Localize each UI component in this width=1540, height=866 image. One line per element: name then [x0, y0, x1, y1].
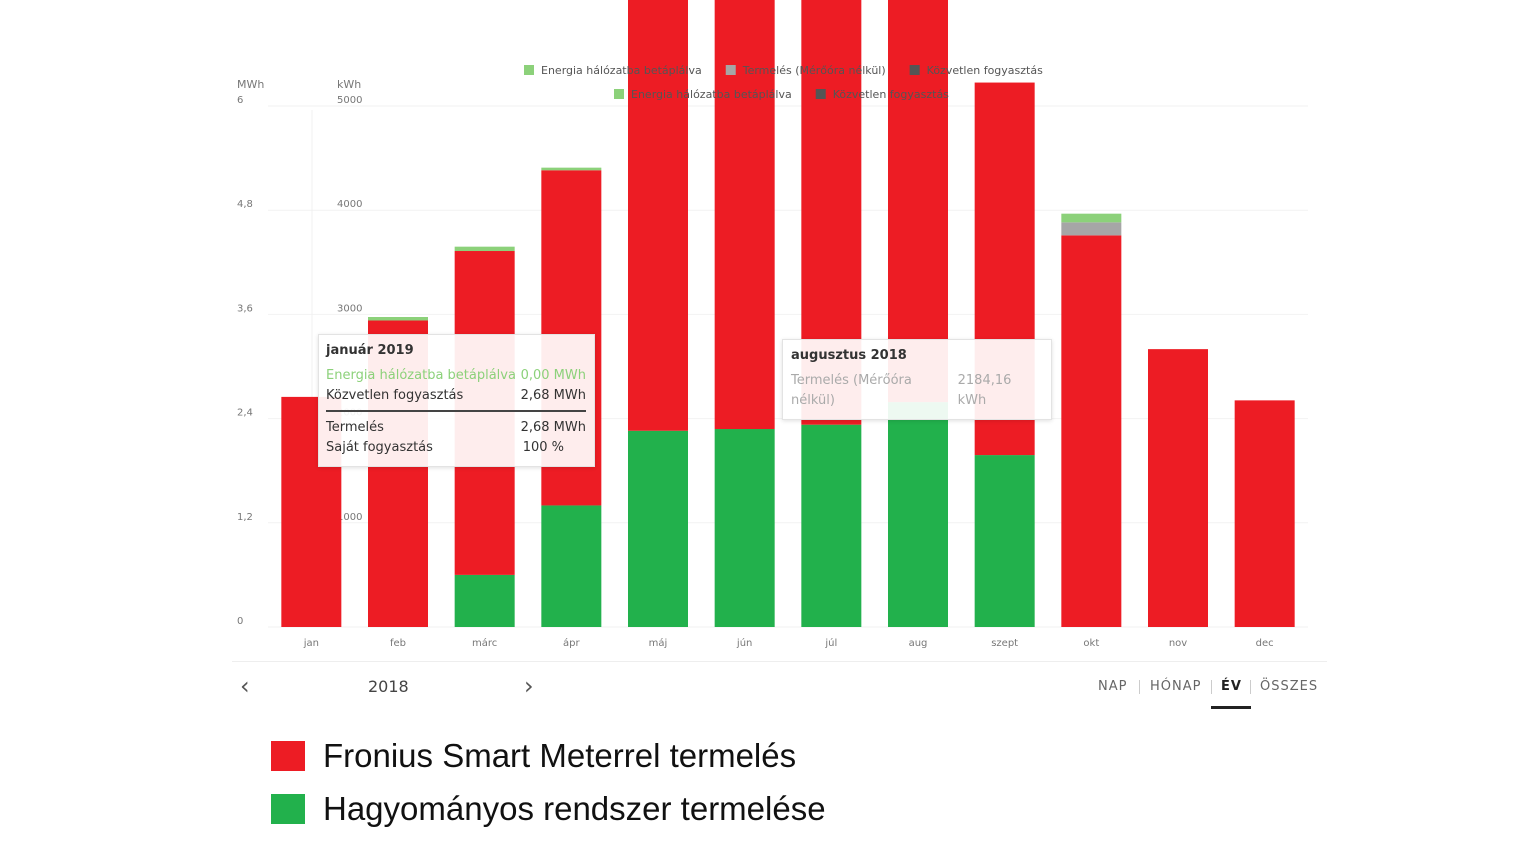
y-tick-label-left: 4,8 [237, 199, 253, 210]
legend-label: Közvetlen fogyasztás [833, 88, 949, 101]
period-tab-year[interactable]: ÉV [1221, 679, 1242, 694]
tooltip-row-production: Termelés 2,68 MWh [326, 418, 586, 438]
tooltip-value: 2184,16 kWh [957, 373, 1012, 408]
x-tick-label: dec [1256, 638, 1274, 649]
tooltip-row-production-no-meter: Termelés (Mérőóra nélkül) 2184,16 kWh [791, 371, 1043, 411]
bar-nov [1148, 349, 1208, 627]
tooltip-label: Saját fogyasztás [326, 440, 433, 455]
legend-swatch [271, 794, 305, 824]
y-unit-right: kWh [337, 78, 361, 91]
x-tick-label: szept [991, 638, 1018, 649]
tooltip-january: január 2019 Energia hálózatba betáplálva… [318, 334, 595, 467]
y-tick-label-left: 3,6 [237, 303, 253, 314]
bar-máj [628, 0, 688, 431]
bar-márc [454, 246, 515, 252]
bar-ápr [541, 167, 602, 171]
legend-swatch [271, 741, 305, 771]
tooltip-label: Közvetlen fogyasztás [326, 388, 464, 403]
bar-aug [888, 402, 948, 627]
legend-swatch [909, 65, 920, 75]
legend-label: Közvetlen fogyasztás [927, 64, 1043, 77]
tooltip-label: Energia hálózatba betáplálva [326, 368, 516, 383]
year-label: 2018 [368, 677, 409, 696]
bar-feb [368, 317, 428, 321]
x-tick-label: okt [1083, 638, 1099, 649]
x-axis: jan feb márc ápr máj jún júl aug szept okt nov dec [303, 637, 1274, 649]
legend-label: Termelés (Mérőóra nélkül) [742, 64, 886, 77]
x-tick-label: máj [649, 637, 668, 649]
tooltip-row-direct-consumption: Közvetlen fogyasztás 2,68 MWh [326, 386, 586, 406]
tooltip-row-feed-in: Energia hálózatba betáplálva 0,00 MWh [326, 366, 586, 386]
y-tick-label-right: 3000 [337, 303, 362, 314]
active-tab-indicator [1211, 706, 1251, 709]
period-separator [1250, 680, 1251, 694]
tooltip-value: 0,00 MWh [520, 368, 586, 383]
period-separator [1139, 680, 1140, 694]
x-tick-label: márc [472, 637, 497, 649]
y-tick-label-right: 5000 [337, 95, 362, 106]
bar-dec [1234, 400, 1295, 627]
legend-label: Energia hálózatba betáplálva [541, 64, 702, 77]
bar-jún [714, 0, 775, 430]
x-tick-label: ápr [563, 637, 580, 649]
period-tab-month[interactable]: HÓNAP [1150, 679, 1202, 694]
bar-okt [1061, 213, 1122, 223]
tooltip-title: augusztus 2018 [791, 348, 907, 363]
bar-ápr [541, 505, 602, 627]
tooltip-title: január 2019 [326, 343, 414, 358]
x-tick-label: jún [736, 637, 752, 649]
tooltip-value: 2,68 MWh [520, 420, 586, 435]
tooltip-row-self-consumption: Saját fogyasztás 100 % [326, 438, 586, 458]
chevron-left-icon[interactable]: ‹ [240, 672, 250, 700]
period-tab-day[interactable]: NAP [1098, 679, 1128, 694]
bar-máj [628, 430, 688, 627]
tooltip-august: augusztus 2018 Termelés (Mérőóra nélkül)… [782, 339, 1052, 420]
bar-szept [974, 455, 1035, 627]
legend-swatch [524, 65, 534, 75]
bottom-legend-item-traditional: Hagyományos rendszer termelése [271, 790, 826, 828]
y-tick-label-left: 1,2 [237, 512, 253, 523]
legend-label: Energia hálózatba betáplálva [631, 88, 792, 101]
bottom-legend-item-smart-meter: Fronius Smart Meterrel termelés [271, 737, 796, 775]
x-tick-label: júl [824, 637, 837, 649]
legend-label: Hagyományos rendszer termelése [323, 790, 826, 827]
chevron-right-icon[interactable]: › [524, 672, 534, 700]
bar-jún [714, 429, 775, 627]
top-legend: Energia hálózatba betáplálva Termelés (Mé… [524, 64, 1043, 101]
legend-swatch [725, 65, 736, 75]
x-tick-label: nov [1169, 638, 1187, 649]
tooltip-separator [326, 410, 586, 412]
tooltip-value: 100 % [522, 440, 564, 455]
y-tick-label-left: 6 [237, 95, 243, 106]
legend-swatch [614, 89, 624, 99]
y-tick-label-right: 1000 [337, 512, 362, 523]
divider [232, 661, 1327, 662]
x-tick-label: feb [390, 638, 406, 649]
legend-swatch [815, 89, 826, 99]
legend-label: Fronius Smart Meterrel termelés [323, 737, 797, 774]
bar-okt [1061, 235, 1122, 628]
y-tick-label-left: 0 [237, 616, 243, 627]
period-separator [1211, 680, 1212, 694]
x-tick-label: jan [303, 638, 319, 649]
bars [281, 0, 1295, 628]
bar-okt [1061, 222, 1122, 236]
tooltip-label: Termelés [326, 420, 384, 435]
tooltip-label: Termelés (Mérőóra nélkül) [791, 373, 912, 408]
bar-júl [801, 424, 862, 627]
y-unit-left: MWh [237, 78, 264, 91]
y-axis: 01,22,43,64,8610002000300040005000MWhkWh [237, 78, 362, 627]
y-tick-label-left: 2,4 [237, 408, 253, 419]
period-tab-all[interactable]: ÖSSZES [1260, 679, 1319, 694]
tooltip-value: 2,68 MWh [520, 388, 586, 403]
bar-márc [454, 574, 515, 627]
x-tick-label: aug [909, 638, 928, 649]
y-tick-label-right: 4000 [337, 199, 362, 210]
